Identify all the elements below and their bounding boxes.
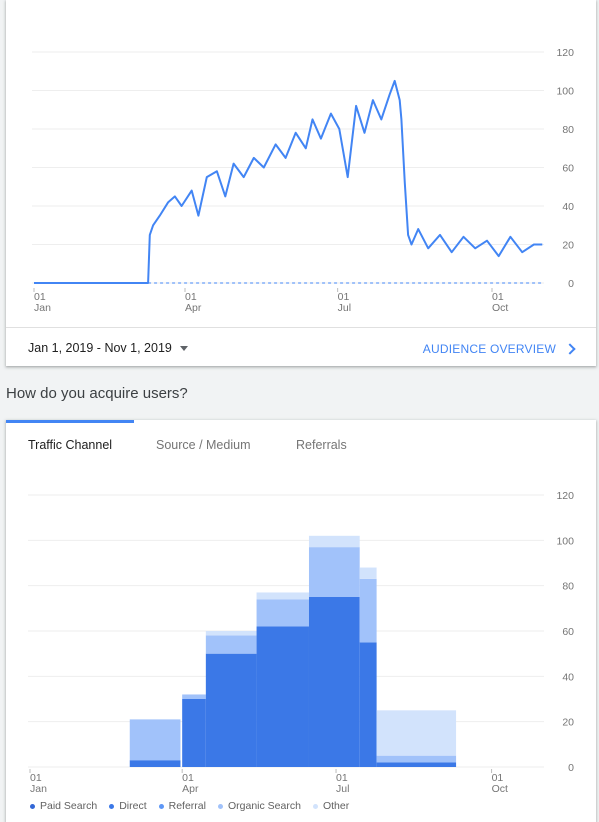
y-tick-label: 20	[562, 717, 574, 729]
legend-label: Paid Search	[40, 800, 98, 812]
x-tick-month: Apr	[182, 783, 199, 795]
bar-segment-other	[376, 710, 457, 756]
tab-source-medium[interactable]: Source / Medium	[156, 438, 251, 452]
bar-segment-other	[256, 592, 309, 600]
legend-label: Organic Search	[227, 800, 301, 812]
audience-overview-label: AUDIENCE OVERVIEW	[422, 342, 556, 356]
tab-referrals[interactable]: Referrals	[296, 438, 347, 452]
legend-label: Referral	[168, 800, 206, 812]
legend-swatch-direct	[109, 803, 115, 809]
active-tab-indicator	[6, 420, 134, 423]
bar-segment-other	[205, 631, 257, 636]
x-tick-month: Jan	[34, 302, 51, 314]
caret-down-icon	[179, 345, 188, 351]
bar-segment-direct	[256, 626, 309, 767]
bar-segment-direct	[205, 653, 257, 767]
audience-overview-card: 0 20 40 60 80 100 120 01 Jan 01 Apr 01 Jul 01 Oct Jan …	[6, 0, 596, 366]
bar-segment-organic	[359, 578, 377, 643]
x-tick-day: 01	[30, 772, 42, 784]
x-tick-day: 01	[492, 291, 504, 303]
card-divider	[6, 327, 596, 328]
y-tick-label: 60	[562, 626, 574, 638]
bar-segment-organic	[205, 635, 257, 654]
chevron-right-icon	[564, 343, 576, 355]
bar-segment-organic	[308, 547, 360, 597]
legend-swatch-paid-search	[30, 803, 35, 809]
bar-segment-organic	[182, 694, 206, 699]
x-tick-day: 01	[182, 772, 194, 784]
bar-segment-direct	[359, 642, 377, 767]
y-tick-label: 80	[562, 124, 574, 136]
bar-segment-organic	[129, 719, 181, 761]
x-tick-day: 01	[336, 772, 348, 784]
x-tick-month: Jul	[336, 783, 349, 795]
legend-item-direct[interactable]: Direct	[109, 800, 147, 812]
legend-swatch-other	[312, 803, 318, 809]
x-tick-month: Jan	[30, 783, 47, 795]
y-tick-label: 120	[556, 47, 574, 59]
y-tick-label: 40	[562, 671, 574, 683]
x-tick-month: Jul	[338, 302, 351, 314]
tab-traffic-channel[interactable]: Traffic Channel	[28, 438, 113, 452]
legend-item-organic-search[interactable]: Organic Search	[217, 800, 301, 812]
legend-item-other[interactable]: Other	[312, 800, 350, 812]
x-tick-month: Oct	[492, 302, 508, 314]
legend-label: Other	[322, 800, 350, 812]
legend-item-paid-search[interactable]: Paid Search	[30, 800, 97, 812]
bar-segment-direct	[129, 760, 181, 767]
bar-segment-direct	[308, 597, 360, 767]
audience-overview-link[interactable]: AUDIENCE OVERVIEW	[423, 342, 576, 356]
y-tick-label: 60	[562, 163, 574, 175]
y-tick-label: 20	[562, 240, 574, 252]
y-tick-label: 0	[568, 762, 574, 774]
bar-segment-organic	[376, 755, 457, 763]
y-tick-label: 100	[556, 535, 574, 547]
legend-swatch-organic-search	[217, 803, 223, 809]
x-tick-month: Oct	[492, 783, 508, 795]
legend-label: Direct	[119, 800, 147, 812]
y-tick-label: 40	[562, 201, 574, 213]
y-tick-label: 120	[556, 490, 574, 502]
bar-segment-organic	[256, 599, 309, 627]
date-range-selector[interactable]: Jan 1, 2019 - Nov 1, 2019	[28, 341, 188, 355]
bar-segment-other	[359, 567, 377, 579]
x-tick-month: Apr	[185, 302, 202, 314]
legend-swatch-referral	[158, 803, 164, 809]
date-range-label: Jan 1, 2019 - Nov 1, 2019	[28, 341, 172, 355]
x-tick-day: 01	[492, 772, 504, 784]
y-tick-label: 0	[568, 278, 574, 290]
y-tick-label: 100	[556, 86, 574, 98]
legend-item-referral[interactable]: Referral	[158, 800, 206, 812]
bar-segment-direct	[182, 699, 206, 767]
users-line	[34, 79, 543, 284]
x-tick-day: 01	[185, 291, 197, 303]
y-tick-label: 80	[562, 581, 574, 593]
acquisition-card: Traffic Channel Source / Medium Referral…	[6, 420, 596, 822]
x-tick-day: 01	[34, 291, 46, 303]
bar-segment-other	[308, 535, 360, 548]
x-tick-day: 01	[338, 291, 350, 303]
bar-segment-direct	[376, 762, 457, 767]
section-title: How do you acquire users?	[6, 385, 188, 402]
chart-legend: Paid Search Direct Referral Organic Sear…	[30, 800, 349, 812]
